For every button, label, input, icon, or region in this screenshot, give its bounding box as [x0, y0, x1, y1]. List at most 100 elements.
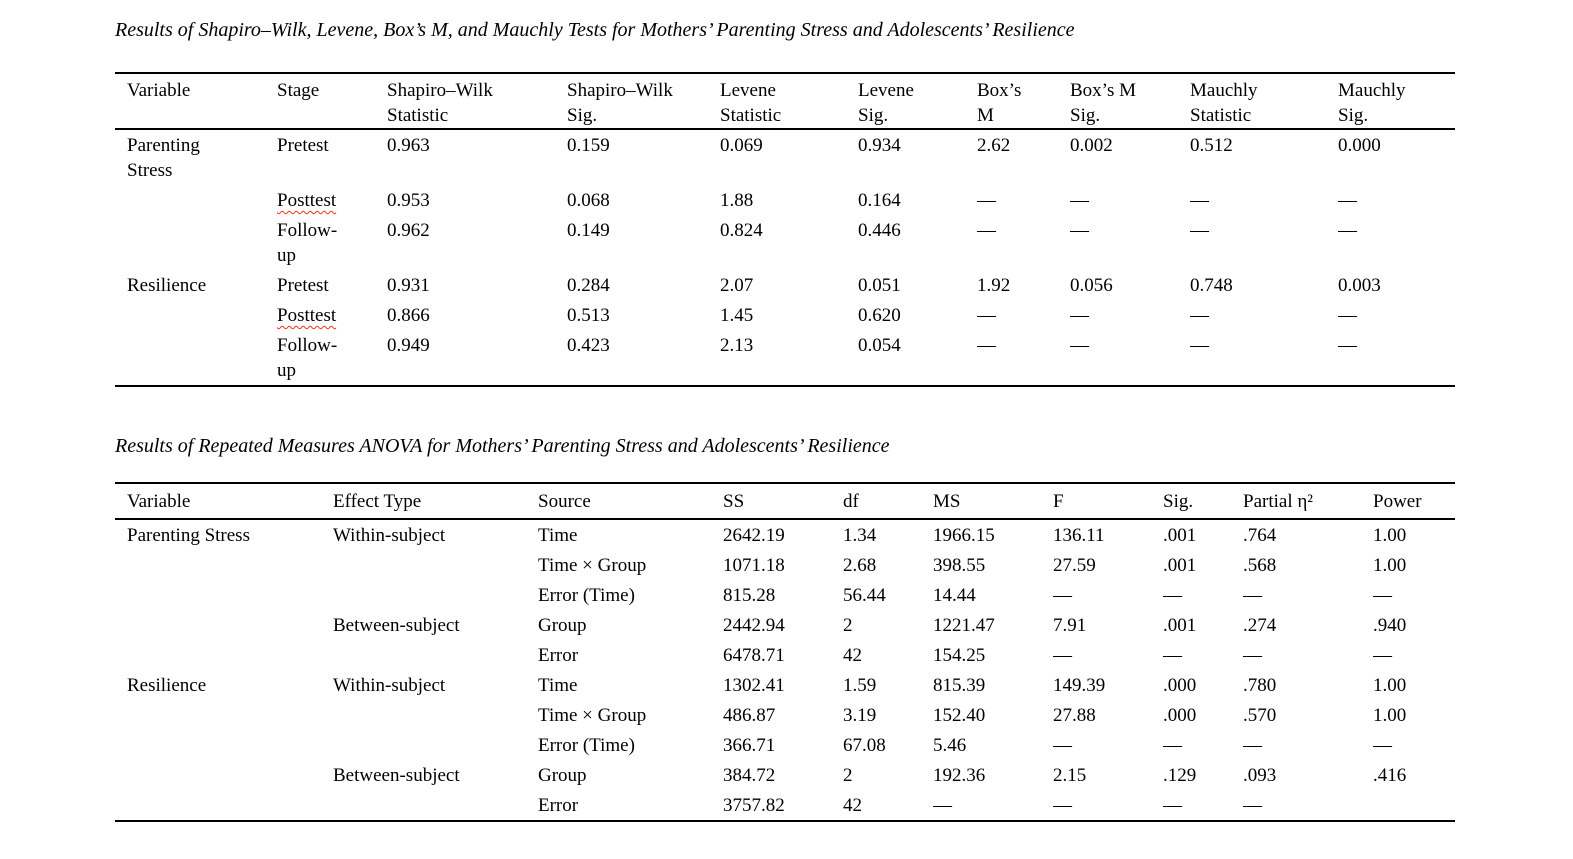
table-cell: —: [1338, 335, 1357, 356]
table-cell: [1373, 790, 1455, 821]
table-cell: —: [1070, 305, 1089, 326]
table-cell: Parenting Stress: [127, 525, 250, 546]
column-header: Box’s M Sig.: [1070, 80, 1136, 126]
anova-table: Variable Effect Type Source SS df MS F Sig. Part…: [115, 482, 1455, 822]
table-cell: 2.62: [977, 135, 1011, 156]
table-cell: 27.59: [1053, 555, 1096, 576]
table-cell: —: [1070, 335, 1089, 356]
table-cell: Time × Group: [538, 705, 647, 726]
table-cell: 1.00: [1373, 705, 1407, 726]
table-cell: —: [1053, 795, 1072, 816]
table-cell: Pretest: [277, 275, 329, 296]
table-cell: —: [977, 335, 996, 356]
table-cell: [115, 185, 277, 215]
column-header: Variable: [127, 80, 191, 101]
table-cell: 1071.18: [723, 555, 785, 576]
table-cell: —: [1190, 335, 1209, 356]
table-cell: [115, 215, 277, 270]
column-header: Mauchly Sig.: [1338, 80, 1406, 126]
table-cell: 0.054: [858, 335, 901, 356]
table-cell: —: [1373, 585, 1392, 606]
table-cell: Time: [538, 525, 578, 546]
table-cell: [115, 640, 333, 670]
table-cell: 6478.71: [723, 645, 785, 666]
table-cell: .274: [1243, 615, 1277, 636]
table-cell: .000: [1163, 705, 1197, 726]
table-cell: Parenting Stress: [127, 135, 200, 181]
table-cell: 154.25: [933, 645, 986, 666]
table-cell: —: [1373, 735, 1392, 756]
table-cell: —: [1190, 305, 1209, 326]
table-cell: 14.44: [933, 585, 976, 606]
header-row: Variable Stage Shapiro–Wilk Statistic Shapi…: [115, 73, 1455, 129]
table-cell: —: [1190, 190, 1209, 211]
table-cell: .416: [1373, 765, 1407, 786]
table-cell: 2442.94: [723, 615, 785, 636]
table-cell: 0.963: [387, 135, 430, 156]
table-cell: —: [1243, 735, 1262, 756]
table-row: Resilience Within-subject Time 1302.41 1.59 8…: [115, 670, 1455, 700]
table-cell: 2.68: [843, 555, 877, 576]
table-cell: 2.15: [1053, 765, 1087, 786]
table-cell: 2.13: [720, 335, 754, 356]
table-cell: [115, 730, 333, 760]
misspelled-word[interactable]: Posttest: [277, 190, 337, 211]
table-cell: 0.931: [387, 275, 430, 296]
table-cell: [115, 300, 277, 330]
table-cell: 5.46: [933, 735, 967, 756]
table-cell: 0.159: [567, 135, 610, 156]
column-header: Levene Statistic: [720, 80, 782, 126]
table-row: Follow- up 0.949 0.423 2.13 0.054 — — — —: [115, 330, 1455, 386]
table-cell: .780: [1243, 675, 1277, 696]
table-cell: 67.08: [843, 735, 886, 756]
table-cell: 1.00: [1373, 675, 1407, 696]
table-row: Between-subject Group 384.72 2 192.36 2.15 .12…: [115, 760, 1455, 790]
table-cell: Follow- up: [277, 220, 338, 266]
table-cell: 398.55: [933, 555, 986, 576]
table-cell: —: [977, 190, 996, 211]
header-row: Variable Effect Type Source SS df MS F Sig. Part…: [115, 483, 1455, 519]
column-header: Partial η²: [1243, 491, 1313, 512]
table-cell: 0.824: [720, 220, 763, 241]
table-row: Time × Group 486.87 3.19 152.40 27.88 .000 .57…: [115, 700, 1455, 730]
document-page[interactable]: Results of Shapiro–Wilk, Levene, Box’s M…: [115, 18, 1458, 822]
table-cell: —: [977, 305, 996, 326]
column-header: Shapiro–Wilk Statistic: [387, 80, 493, 126]
misspelled-word[interactable]: Posttest: [277, 305, 337, 326]
table-cell: 0.002: [1070, 135, 1113, 156]
table-cell: .001: [1163, 615, 1197, 636]
table-cell: —: [1338, 220, 1357, 241]
table-row: Between-subject Group 2442.94 2 1221.47 7.91.…: [115, 610, 1455, 640]
table-cell: Group: [538, 615, 587, 636]
table-cell: 2: [843, 765, 853, 786]
table-row: Resilience Pretest 0.931 0.284 2.07 0.051 1.92…: [115, 270, 1455, 300]
table-cell: 0.056: [1070, 275, 1113, 296]
table-cell: Error: [538, 645, 579, 666]
column-header: F: [1053, 491, 1064, 512]
table-cell: 0.069: [720, 135, 763, 156]
table-cell: 815.28: [723, 585, 776, 606]
table-cell: [333, 580, 538, 610]
table-cell: Pretest: [277, 135, 329, 156]
table-cell: .001: [1163, 525, 1197, 546]
column-header: Source: [538, 491, 591, 512]
table-cell: Group: [538, 765, 587, 786]
column-header: Sig.: [1163, 491, 1194, 512]
column-header: Power: [1373, 491, 1422, 512]
table-cell: 1.59: [843, 675, 877, 696]
table-cell: Resilience: [127, 675, 207, 696]
table-cell: 0.934: [858, 135, 901, 156]
table-cell: [115, 610, 333, 640]
table-cell: 0.068: [567, 190, 610, 211]
table-row: Posttest 0.953 0.068 1.88 0.164 — — — —: [115, 185, 1455, 215]
table-cell: 56.44: [843, 585, 886, 606]
table-cell: 1221.47: [933, 615, 995, 636]
table-cell: 1.92: [977, 275, 1011, 296]
column-header: Mauchly Statistic: [1190, 80, 1258, 126]
table-cell: [333, 700, 538, 730]
assumption-tests-table: Variable Stage Shapiro–Wilk Statistic Shapi…: [115, 72, 1455, 387]
table-cell: .093: [1243, 765, 1277, 786]
table-cell: —: [1190, 220, 1209, 241]
table-cell: 27.88: [1053, 705, 1096, 726]
table-cell: 0.513: [567, 305, 610, 326]
